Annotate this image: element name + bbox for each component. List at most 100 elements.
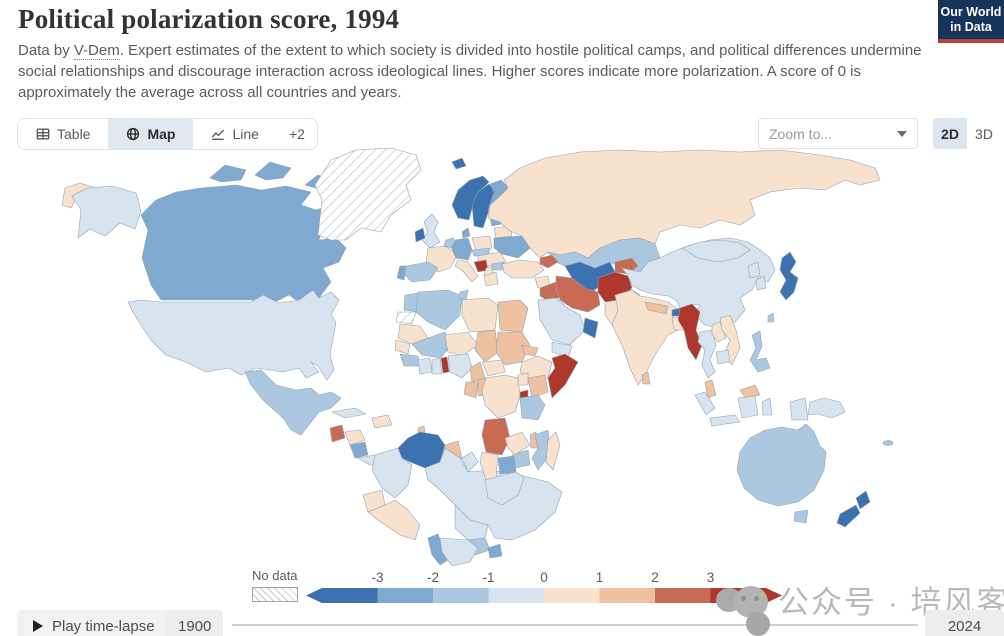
timeline-start-year[interactable]: 1900 <box>166 610 224 636</box>
map-region-poland[interactable] <box>471 235 493 251</box>
map-region-ivory-coast[interactable] <box>417 357 433 375</box>
map-region-central-african-republic[interactable] <box>481 359 506 377</box>
map-region-argentina[interactable] <box>439 537 479 567</box>
map-region-cuba[interactable] <box>331 407 367 419</box>
map-region-chad[interactable] <box>474 329 499 363</box>
legend-bin-6[interactable] <box>655 588 711 603</box>
map-region-pacific-islands[interactable] <box>882 440 894 446</box>
legend-bin-4[interactable] <box>544 588 600 603</box>
map-region-spain[interactable] <box>403 261 439 283</box>
map-region-cambodia[interactable] <box>715 349 731 365</box>
map-region-germany[interactable] <box>451 237 473 261</box>
map-region-philippines[interactable] <box>749 330 771 373</box>
map-region-madagascar[interactable] <box>545 431 561 471</box>
map-region-honduras[interactable] <box>344 429 366 446</box>
map-region-thailand[interactable] <box>697 329 717 379</box>
map-region-drc[interactable] <box>481 374 521 419</box>
map-region-iran[interactable] <box>555 275 601 313</box>
map-region-ireland[interactable] <box>414 227 426 243</box>
owid-logo[interactable]: Our World in Data <box>938 0 1004 43</box>
map-region-libya[interactable] <box>461 297 499 333</box>
map-region-greece[interactable] <box>483 271 499 287</box>
map-region-mozambique[interactable] <box>531 429 551 471</box>
map-region-java[interactable] <box>709 414 741 427</box>
map-region-gabon[interactable] <box>463 381 479 399</box>
map-region-iceland[interactable] <box>451 157 467 170</box>
map-region-eritrea[interactable] <box>521 344 539 357</box>
map-region-china[interactable] <box>621 237 776 329</box>
map-region-tanzania[interactable] <box>519 394 546 421</box>
map-region-sulawesi[interactable] <box>761 397 773 416</box>
map-region-suriname[interactable] <box>461 451 479 473</box>
map-region-uk[interactable] <box>421 213 441 249</box>
map-region-taiwan[interactable] <box>767 312 775 323</box>
no-data-swatch[interactable] <box>252 587 298 602</box>
timeline-end-year[interactable]: 2024 <box>925 610 1004 636</box>
map-region-nepal[interactable] <box>644 301 669 315</box>
tab-line[interactable]: Line <box>193 119 276 149</box>
vdem-link[interactable]: V-Dem <box>73 42 120 60</box>
map-region-myanmar[interactable] <box>677 303 703 361</box>
map-region-kenya[interactable] <box>527 374 549 399</box>
map-region-zambia[interactable] <box>504 431 531 456</box>
timeline-track[interactable] <box>232 624 918 626</box>
map-region-greenland[interactable] <box>314 147 422 241</box>
map-region-south-korea[interactable] <box>755 275 767 291</box>
map-region-egypt[interactable] <box>497 299 529 333</box>
mode-3d-button[interactable]: 3D <box>967 118 1001 149</box>
map-region-south-africa[interactable] <box>484 471 525 506</box>
mode-2d-button[interactable]: 2D <box>933 118 967 149</box>
map-region-bulgaria[interactable] <box>491 261 505 271</box>
map-region-west-papua[interactable] <box>789 397 809 421</box>
map-region-caucasus[interactable] <box>539 254 559 269</box>
map-region-sumatra[interactable] <box>694 391 716 416</box>
map-region-botswana[interactable] <box>497 455 517 475</box>
map-region-somalia[interactable] <box>547 353 579 399</box>
map-region-laos[interactable] <box>711 321 727 343</box>
map-region-malaysia-peninsular[interactable] <box>704 379 717 399</box>
map-region-western-sahara[interactable] <box>395 311 417 325</box>
map-region-india[interactable] <box>611 289 679 386</box>
map-region-sri-lanka[interactable] <box>641 371 651 385</box>
map-region-oman[interactable] <box>582 317 599 339</box>
map-region-niger[interactable] <box>444 331 479 357</box>
tab-map[interactable]: Map <box>108 119 194 149</box>
map-region-mexico[interactable] <box>244 369 342 436</box>
map-region-borneo[interactable] <box>737 395 759 419</box>
map-region-guatemala[interactable] <box>329 424 346 443</box>
map-region-malaysia-borneo[interactable] <box>739 384 761 399</box>
map-region-norway[interactable] <box>451 175 490 221</box>
map-region-russia[interactable] <box>487 149 881 259</box>
legend-bin-5[interactable] <box>599 588 656 603</box>
map-region-canada-arctic[interactable] <box>254 161 292 181</box>
map-region-ghana[interactable] <box>431 357 443 375</box>
map-region-nz-north[interactable] <box>855 490 871 510</box>
map-region-north-korea[interactable] <box>747 261 761 279</box>
legend-bin-0[interactable] <box>322 588 378 603</box>
timeline-handle[interactable] <box>746 612 770 636</box>
map-region-japan[interactable] <box>779 251 799 301</box>
legend-bin-3[interactable] <box>488 588 545 603</box>
tab-table[interactable]: Table <box>18 119 108 149</box>
map-region-denmark[interactable] <box>461 227 471 239</box>
map-region-angola[interactable] <box>481 417 511 456</box>
map-region-canada[interactable] <box>140 184 347 306</box>
map-region-nicaragua[interactable] <box>349 441 369 459</box>
map-region-canada-arctic[interactable] <box>209 164 247 183</box>
map-region-papua-new-guinea[interactable] <box>807 397 846 419</box>
map-region-hispaniola[interactable] <box>371 414 393 429</box>
map-region-guinea[interactable] <box>399 353 421 367</box>
map-region-tunisia[interactable] <box>458 289 469 301</box>
map-region-alaska[interactable] <box>71 185 142 239</box>
play-timelapse-button[interactable]: Play time-lapse <box>17 610 171 636</box>
map-region-togo-benin[interactable] <box>440 356 450 374</box>
map-region-peru[interactable] <box>367 499 421 541</box>
zoom-to-dropdown[interactable]: Zoom to... <box>758 118 918 149</box>
legend-bin-1[interactable] <box>377 588 434 603</box>
map-region-uganda[interactable] <box>517 372 529 386</box>
map-region-portugal[interactable] <box>396 265 407 281</box>
world-choropleth-map[interactable] <box>0 140 1004 570</box>
tab-more[interactable]: +2 <box>277 119 317 149</box>
map-region-usa[interactable] <box>127 289 340 381</box>
map-region-algeria[interactable] <box>415 289 463 331</box>
